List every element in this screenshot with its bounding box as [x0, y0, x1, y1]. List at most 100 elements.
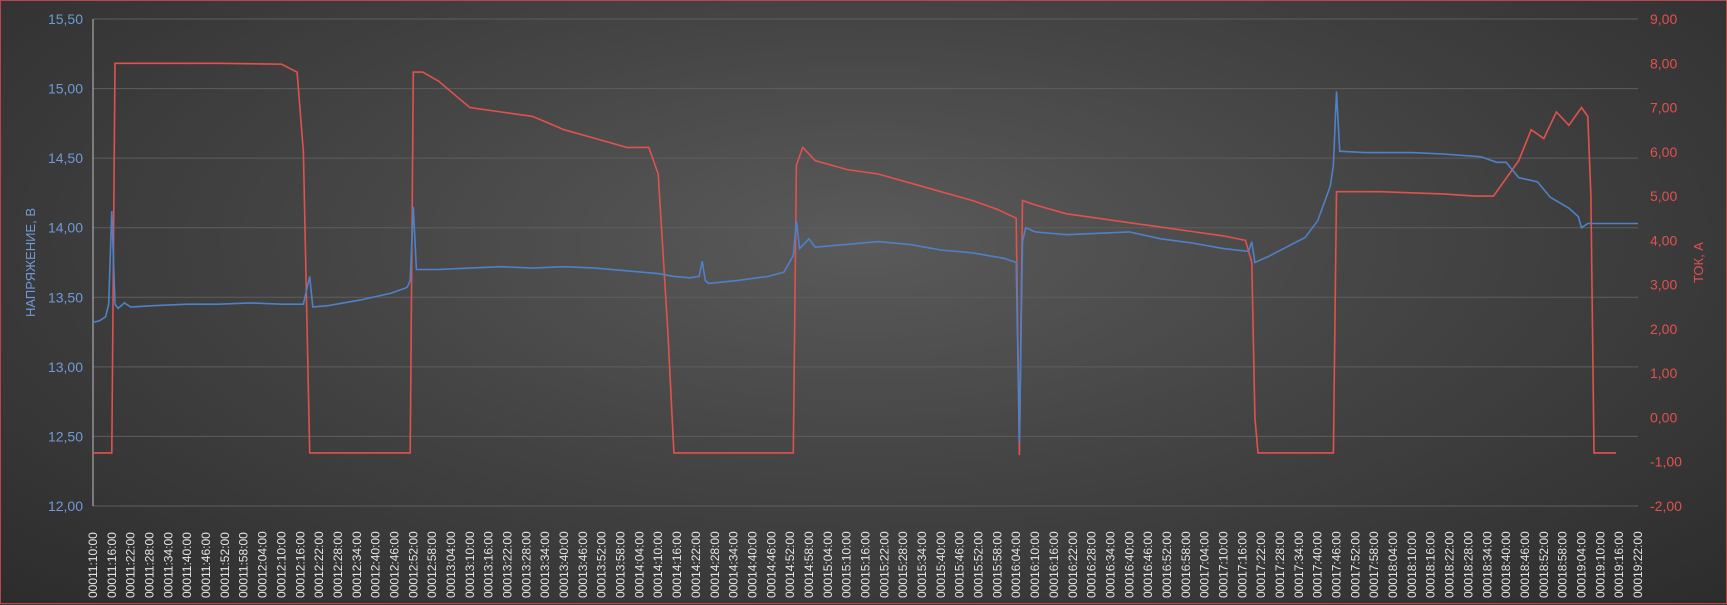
y2-tick-label: 2,00: [1650, 321, 1677, 337]
x-tick-label: 00013:40:00: [557, 531, 571, 598]
x-tick-label: 00013:10:00: [463, 531, 477, 598]
y2-tick-label: -1,00: [1650, 454, 1682, 470]
y-tick-label: 12,50: [48, 428, 83, 444]
y2-tick-label: 4,00: [1650, 232, 1677, 248]
x-tick-label: 00016:16:00: [1047, 531, 1061, 598]
x-tick-label: 00016:04:00: [1009, 531, 1023, 598]
y2-tick-label: 7,00: [1650, 100, 1677, 116]
x-tick-label: 00016:10:00: [1028, 531, 1042, 598]
x-tick-label: 00017:52:00: [1348, 531, 1362, 598]
x-tick-label: 00013:16:00: [482, 531, 496, 598]
y2-tick-label: 0,00: [1650, 409, 1677, 425]
x-tick-label: 00016:22:00: [1066, 531, 1080, 598]
x-tick-label: 00018:52:00: [1537, 531, 1551, 598]
x-tick-label: 00013:46:00: [576, 531, 590, 598]
y-tick-label: 15,50: [48, 11, 83, 27]
x-tick-label: 00015:10:00: [840, 531, 854, 598]
x-tick-label: 00014:04:00: [632, 531, 646, 598]
x-tick-label: 00018:22:00: [1443, 531, 1457, 598]
x-tick-label: 00018:46:00: [1518, 531, 1532, 598]
x-tick-label: 00013:04:00: [444, 531, 458, 598]
x-tick-label: 00017:16:00: [1235, 531, 1249, 598]
x-tick-label: 00013:58:00: [614, 531, 628, 598]
current-series-line: [93, 62, 1616, 456]
x-tick-label: 00012:58:00: [425, 531, 439, 598]
x-tick-label: 00015:52:00: [972, 531, 986, 598]
x-tick-label: 00013:52:00: [595, 531, 609, 598]
x-tick-label: 00014:34:00: [727, 531, 741, 598]
x-tick-label: 00012:40:00: [369, 531, 383, 598]
x-tick-label: 00012:46:00: [387, 531, 401, 598]
x-tick-label: 00015:34:00: [915, 531, 929, 598]
x-tick-label: 00014:58:00: [802, 531, 816, 598]
x-tick-label: 00017:46:00: [1330, 531, 1344, 598]
y2-tick-label: 8,00: [1650, 55, 1677, 71]
x-tick-label: 00012:04:00: [256, 531, 270, 598]
x-tick-label: 00012:22:00: [312, 531, 326, 598]
x-tick-label: 00012:28:00: [331, 531, 345, 598]
y-tick-label: 14,50: [48, 150, 83, 166]
x-tick-label: 00011:22:00: [124, 532, 138, 598]
x-tick-label: 00011:58:00: [237, 532, 251, 598]
x-tick-label: 00012:52:00: [406, 531, 420, 598]
x-tick-label: 00018:58:00: [1556, 531, 1570, 598]
y2-tick-label: 3,00: [1650, 277, 1677, 293]
x-tick-label: 00015:04:00: [821, 531, 835, 598]
x-tick-label: 00011:16:00: [105, 532, 119, 598]
x-tick-label: 00014:40:00: [745, 531, 759, 598]
x-tick-label: 00016:52:00: [1160, 531, 1174, 598]
x-tick-label: 00016:40:00: [1122, 531, 1136, 598]
voltage-series-line: [92, 91, 1638, 444]
x-tick-label: 00013:34:00: [538, 531, 552, 598]
y-tick-label: 12,00: [48, 498, 83, 514]
x-tick-label: 00011:40:00: [180, 532, 194, 598]
x-axis-ticks: 00011:10:00 00011:16:00 00011:22:00 00011:2…: [86, 531, 1645, 598]
x-tick-label: 00016:46:00: [1141, 531, 1155, 598]
x-tick-label: 00017:34:00: [1292, 531, 1306, 598]
x-tick-label: 00014:10:00: [651, 531, 665, 598]
x-tick-label: 00018:16:00: [1424, 531, 1438, 598]
y-tick-label: 13,50: [48, 289, 83, 305]
x-tick-label: 00019:16:00: [1612, 531, 1626, 598]
x-tick-label: 00013:22:00: [501, 531, 515, 598]
x-tick-label: 00014:28:00: [708, 531, 722, 598]
x-tick-label: 00015:16:00: [859, 531, 873, 598]
y2-tick-label: -2,00: [1650, 498, 1682, 514]
x-tick-label: 00011:34:00: [161, 532, 175, 598]
gridlines: [93, 18, 1638, 507]
x-tick-label: 00011:10:00: [86, 532, 100, 598]
x-tick-label: 00011:46:00: [199, 532, 213, 598]
x-tick-label: 00017:10:00: [1216, 531, 1230, 598]
y2-tick-label: 5,00: [1650, 188, 1677, 204]
x-tick-label: 00014:46:00: [764, 531, 778, 598]
y2-axis-title: ТОК, А: [1691, 242, 1706, 283]
x-tick-label: 00018:34:00: [1480, 531, 1494, 598]
x-tick-label: 00019:04:00: [1574, 531, 1588, 598]
x-tick-label: 00011:28:00: [143, 532, 157, 598]
x-tick-label: 00015:58:00: [990, 531, 1004, 598]
right-axis-ticks: -2,00 -1,00 0,00 1,00 2,00 3,00 4,00 5,00 6,00 7,…: [1650, 11, 1682, 514]
x-tick-label: 00012:16:00: [293, 531, 307, 598]
y-tick-label: 14,00: [48, 220, 83, 236]
x-tick-label: 00011:52:00: [218, 532, 232, 598]
y-tick-label: 15,00: [48, 81, 83, 97]
x-tick-label: 00018:04:00: [1386, 531, 1400, 598]
x-tick-label: 00015:22:00: [877, 531, 891, 598]
y2-tick-label: 9,00: [1650, 11, 1677, 27]
x-tick-label: 00013:28:00: [519, 531, 533, 598]
x-tick-label: 00018:10:00: [1405, 531, 1419, 598]
x-tick-label: 00014:22:00: [689, 531, 703, 598]
x-tick-label: 00017:28:00: [1273, 531, 1287, 598]
x-tick-label: 00016:34:00: [1103, 531, 1117, 598]
y-axis-title: НАПРЯЖЕНИЕ, В: [23, 208, 38, 317]
x-tick-label: 00017:58:00: [1367, 531, 1381, 598]
x-tick-label: 00016:28:00: [1085, 531, 1099, 598]
x-tick-label: 00014:52:00: [783, 531, 797, 598]
x-tick-label: 00019:22:00: [1631, 531, 1645, 598]
x-tick-label: 00019:10:00: [1593, 531, 1607, 598]
x-tick-label: 00017:40:00: [1311, 531, 1325, 598]
y2-tick-label: 6,00: [1650, 144, 1677, 160]
x-tick-label: 00017:22:00: [1254, 531, 1268, 598]
